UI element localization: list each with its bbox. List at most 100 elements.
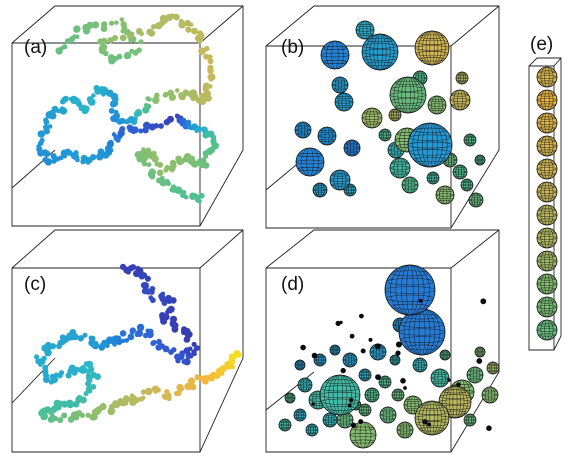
chain-bead <box>163 179 171 186</box>
chain-bead <box>140 389 146 395</box>
chain-bead <box>112 35 118 41</box>
column-sphere <box>536 135 558 157</box>
particle <box>311 402 315 406</box>
particle <box>375 374 381 380</box>
chain-bead <box>119 17 125 22</box>
chain-bead <box>119 34 127 42</box>
sphere <box>414 30 450 66</box>
panel-c-box <box>11 229 244 453</box>
chain-bead <box>91 21 100 29</box>
sphere <box>388 108 402 122</box>
chain-bead <box>181 359 187 365</box>
chain-bead <box>45 111 53 119</box>
chain-bead <box>113 112 121 120</box>
column-sphere <box>536 66 558 88</box>
chain-bead <box>184 328 191 334</box>
sphere <box>391 388 405 402</box>
chain-bead <box>40 412 49 421</box>
column-sphere <box>536 319 558 341</box>
chain-bead <box>93 84 100 92</box>
chain-bead <box>134 332 140 338</box>
chain-bead <box>127 333 135 341</box>
sphere <box>439 349 451 361</box>
particle <box>350 422 357 428</box>
chain-bead <box>160 317 168 325</box>
chain-bead <box>79 412 85 418</box>
panel-e-label: (e) <box>530 34 553 55</box>
chain-bead <box>144 387 153 396</box>
chain-bead <box>141 160 148 167</box>
chain-bead <box>50 153 57 160</box>
chain-bead <box>144 275 151 282</box>
chain-bead <box>106 336 114 345</box>
chain-bead <box>53 416 59 422</box>
chain-bead <box>57 417 64 423</box>
column-sphere <box>536 227 558 249</box>
sphere <box>426 171 440 185</box>
column-sphere <box>536 250 558 272</box>
panel-a-chain <box>36 13 219 204</box>
chain-bead <box>83 391 89 397</box>
column-sphere <box>536 204 558 226</box>
panel-b-spheres <box>294 20 486 208</box>
chain-bead <box>108 20 115 26</box>
sphere <box>342 352 358 368</box>
sphere <box>361 33 399 71</box>
chain-bead <box>56 108 62 114</box>
chain-bead <box>146 28 154 36</box>
chain-bead <box>139 31 144 37</box>
chain-bead <box>94 89 100 95</box>
sphere <box>401 176 419 194</box>
sphere <box>378 375 392 389</box>
chain-bead <box>207 67 214 75</box>
sphere <box>305 423 319 437</box>
chain-bead <box>185 26 192 33</box>
chain-bead <box>184 382 192 391</box>
chain-bead <box>88 98 96 106</box>
chain-bead <box>107 37 114 44</box>
particle <box>456 382 461 387</box>
sphere <box>320 40 350 70</box>
sphere <box>358 403 372 417</box>
chain-bead <box>43 127 50 135</box>
chain-bead <box>141 395 146 400</box>
panel-c: (c) <box>11 229 244 453</box>
chain-bead <box>107 147 114 154</box>
chain-bead <box>115 335 122 341</box>
chain-bead <box>124 51 132 60</box>
chain-bead <box>191 341 197 347</box>
chain-bead <box>183 153 192 161</box>
chain-bead <box>203 53 210 60</box>
chain-bead <box>86 21 94 29</box>
sphere <box>319 374 361 416</box>
column-sphere <box>536 112 558 134</box>
chain-bead <box>112 342 117 347</box>
chain-bead <box>203 153 209 159</box>
chain-bead <box>142 332 149 339</box>
chain-bead <box>38 132 44 138</box>
chain-bead <box>99 87 106 94</box>
panel-d-spheres <box>278 264 500 449</box>
particle <box>358 419 364 425</box>
chain-bead <box>108 406 115 413</box>
chain-bead <box>159 175 165 182</box>
particle <box>300 344 306 351</box>
chain-bead <box>162 92 168 98</box>
chain-bead <box>183 336 191 343</box>
sphere <box>322 412 338 428</box>
chain-bead <box>138 39 144 45</box>
chain-bead <box>147 97 152 102</box>
chain-bead <box>37 149 45 157</box>
chain-bead <box>44 349 49 354</box>
chain-bead <box>68 96 74 102</box>
chain-bead <box>192 351 197 357</box>
chain-bead <box>124 338 130 343</box>
chain-bead <box>74 157 80 163</box>
chain-bead <box>180 117 187 124</box>
chain-bead <box>157 161 164 168</box>
chain-bead <box>185 351 193 359</box>
sphere <box>378 128 392 142</box>
particle <box>374 343 381 350</box>
chain-bead <box>156 169 164 177</box>
